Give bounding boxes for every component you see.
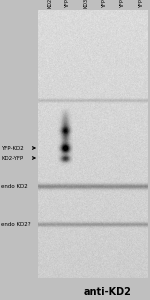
Text: endo KD2?: endo KD2? [1,221,31,226]
Text: YFP+pMT2: YFP+pMT2 [139,0,144,8]
Text: KD2-YFP: KD2-YFP [1,155,23,160]
Text: YFP+pcDNA3: YFP+pcDNA3 [120,0,126,8]
Text: YFP-KD3: YFP-KD3 [102,0,107,8]
Text: anti-KD2: anti-KD2 [84,287,132,297]
Text: KD3-YFP: KD3-YFP [84,0,89,8]
Text: YFP-KD2: YFP-KD2 [1,146,24,151]
Text: endo KD2: endo KD2 [1,184,28,188]
Text: YFP-KD2: YFP-KD2 [66,0,70,8]
Text: KD2-YFP: KD2-YFP [47,0,52,8]
